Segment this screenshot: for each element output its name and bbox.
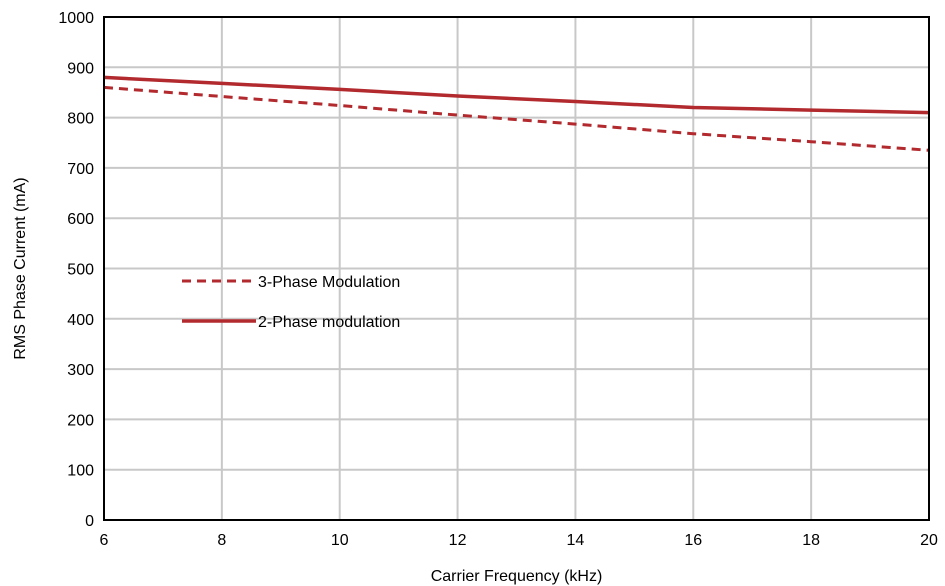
x-tick-label: 6 [100,532,109,549]
x-axis-ticks: 6 8 10 12 14 16 18 20 [100,532,938,549]
y-tick-label: 400 [67,312,94,329]
x-tick-label: 16 [684,532,702,549]
x-tick-label: 12 [449,532,467,549]
legend-label-3-phase: 3-Phase Modulation [258,274,400,291]
series-line-2-phase [103,75,930,115]
y-axis-ticks: 0 100 200 300 400 500 600 700 800 900 1000 [58,10,94,530]
grid [103,16,930,521]
y-tick-label: 600 [67,211,94,228]
x-tick-label: 20 [920,532,938,549]
x-tick-label: 10 [331,532,349,549]
x-axis-title: Carrier Frequency (kHz) [431,568,603,585]
series-lines [103,75,930,152]
x-tick-label: 8 [217,532,226,549]
legend-label-2-phase: 2-Phase modulation [258,314,400,331]
plot-frame [103,16,930,521]
y-axis-title: RMS Phase Current (mA) [12,177,29,359]
y-tick-label: 200 [67,412,94,429]
series-line-3-phase [103,85,930,152]
y-tick-label: 700 [67,161,94,178]
y-tick-label: 500 [67,262,94,279]
y-tick-label: 100 [67,463,94,480]
y-tick-label: 0 [85,513,94,530]
x-tick-label: 18 [802,532,820,549]
y-tick-label: 800 [67,111,94,128]
y-tick-label: 1000 [58,10,94,27]
x-tick-label: 14 [567,532,585,549]
y-tick-label: 300 [67,362,94,379]
y-tick-label: 900 [67,60,94,77]
legend: 3-Phase Modulation 2-Phase modulation [182,274,400,331]
